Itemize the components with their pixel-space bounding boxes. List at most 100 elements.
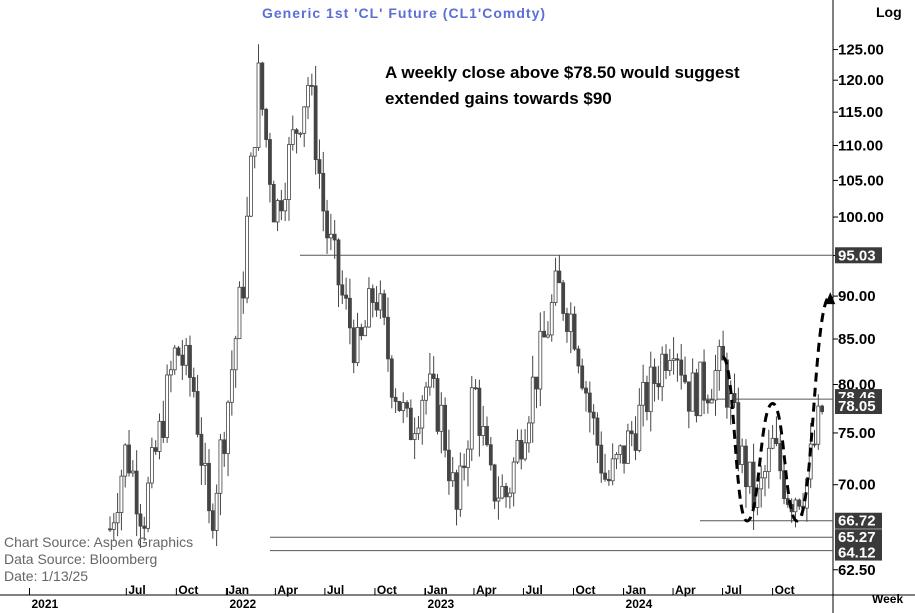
candle-body <box>294 129 299 134</box>
level-badge <box>835 544 882 561</box>
candle-body <box>210 510 215 531</box>
candle-body <box>264 108 269 140</box>
candle-body <box>283 199 288 212</box>
level-badge-label: 64.12 <box>838 545 876 562</box>
candle-body <box>523 442 527 460</box>
x-tick-label: Apr <box>476 583 497 597</box>
candle-body <box>256 62 261 149</box>
candle-body <box>401 402 406 411</box>
candle-body <box>808 443 813 480</box>
level-badge <box>835 247 882 264</box>
candle-body <box>473 387 478 390</box>
candle-body <box>747 461 752 488</box>
candle-body <box>420 399 425 429</box>
candle-body <box>439 404 444 432</box>
x-tick-label: Jul <box>128 583 145 597</box>
candle-body <box>435 378 440 432</box>
candle-body <box>519 439 524 460</box>
candle-body <box>309 84 314 87</box>
candle-body <box>515 439 520 463</box>
candle-body <box>287 144 291 200</box>
candle-body <box>633 433 638 451</box>
candle-body <box>774 437 779 444</box>
candle-body <box>648 366 653 413</box>
candle-body <box>123 444 128 477</box>
candle-body <box>245 215 249 299</box>
candle-body <box>591 411 596 419</box>
candle-body <box>530 376 535 424</box>
candle-body <box>161 420 166 438</box>
candle-body <box>340 284 345 296</box>
candle-body <box>671 358 676 361</box>
candle-body <box>492 464 497 502</box>
candle-body <box>355 327 360 364</box>
candle-body <box>271 184 276 223</box>
candle-body <box>241 286 246 299</box>
level-badge <box>835 529 882 546</box>
candle-body <box>386 316 390 360</box>
candle-body <box>709 399 714 404</box>
level-badge-label: 78.05 <box>838 398 876 415</box>
x-tick-label: Oct <box>178 583 198 597</box>
candle-body <box>686 381 691 412</box>
candle-body <box>393 396 398 402</box>
x-tick-label: Jan <box>427 583 448 597</box>
x-tick-label: Jul <box>327 583 344 597</box>
level-badge-label: 95.03 <box>838 247 876 264</box>
y-tick-label: 90.00 <box>838 288 876 305</box>
candle-body <box>325 210 329 239</box>
candle-body <box>115 512 120 524</box>
candle-body <box>336 239 341 286</box>
candle-body <box>195 391 200 435</box>
candle-body <box>348 297 352 329</box>
candle-body <box>477 387 482 436</box>
candle-body <box>233 338 238 371</box>
level-badge <box>835 398 882 415</box>
candle-body <box>629 430 634 435</box>
candle-body <box>820 405 825 412</box>
candle-body <box>378 293 383 311</box>
y-tick-label: 70.00 <box>838 477 876 494</box>
candle-body <box>454 472 459 510</box>
candle-body <box>572 313 577 350</box>
candle-body <box>553 270 558 303</box>
candle-body <box>268 139 272 185</box>
candle-body <box>485 426 489 446</box>
candle-body <box>359 327 364 337</box>
candle-body <box>416 427 421 435</box>
candle-body <box>816 405 821 445</box>
candle-body <box>584 387 588 394</box>
candle-body <box>557 270 562 284</box>
candle-body <box>641 382 646 406</box>
candle-body <box>740 445 745 465</box>
y-tick-label: 85.00 <box>838 331 876 348</box>
candle-body <box>462 465 467 468</box>
candle-body <box>694 372 699 417</box>
candle-body <box>736 402 741 465</box>
y-tick-label: 105.00 <box>838 172 884 189</box>
candle-body <box>488 444 493 466</box>
candle-body <box>580 365 585 389</box>
candle-body <box>534 376 539 390</box>
candle-body <box>199 433 204 466</box>
candle-body <box>447 449 451 482</box>
level-badge-label: 66.72 <box>838 513 876 530</box>
candle-body <box>374 302 379 311</box>
candle-body <box>561 282 566 314</box>
candle-body <box>313 85 318 161</box>
candle-body <box>157 420 162 452</box>
projection-path <box>721 294 832 523</box>
candle-body <box>458 465 463 510</box>
candle-body <box>450 472 455 482</box>
candle-body <box>229 369 234 403</box>
candle-body <box>690 372 695 412</box>
candle-body <box>302 106 307 134</box>
y-tick-label: 75.00 <box>838 425 876 442</box>
candle-body <box>370 288 375 303</box>
candle-body <box>618 445 623 455</box>
candle-body <box>382 293 387 318</box>
candle-body <box>172 347 177 371</box>
candle-body <box>667 360 672 371</box>
candle-body <box>538 330 543 390</box>
